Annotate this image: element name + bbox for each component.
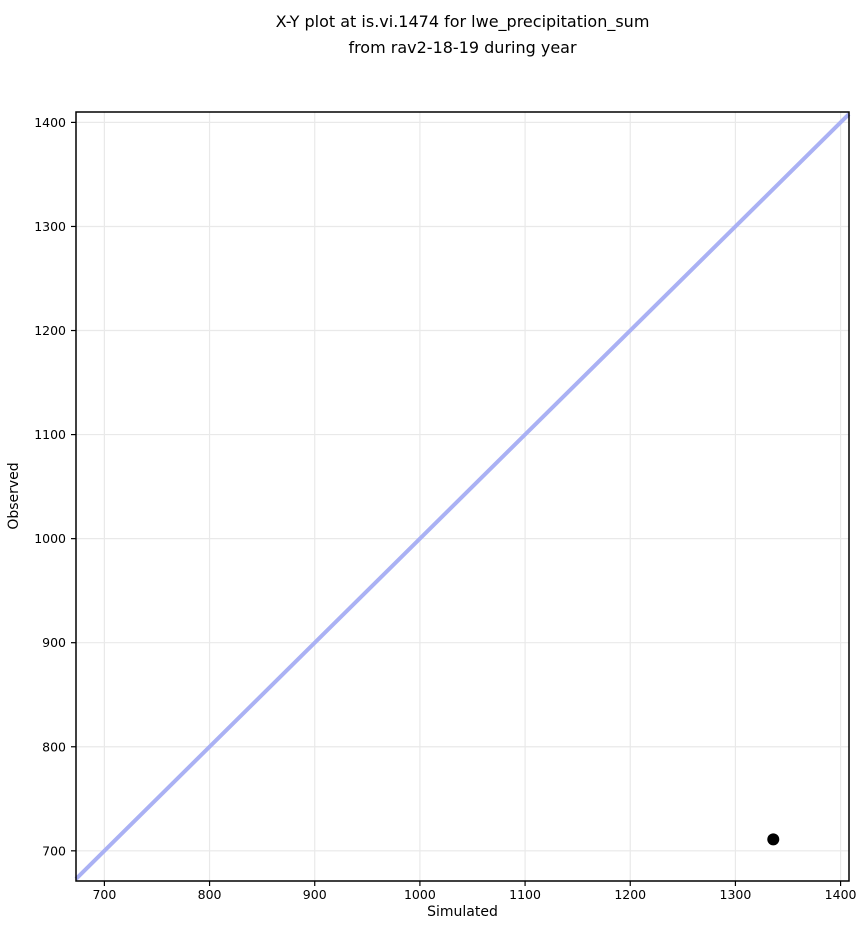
x-tick-label: 1400 — [825, 887, 857, 902]
x-tick-label: 900 — [303, 887, 327, 902]
y-tick-label: 1100 — [34, 427, 66, 442]
y-axis-label: Observed — [6, 462, 22, 530]
x-tick-label: 1000 — [404, 887, 436, 902]
y-tick-label: 1200 — [34, 323, 66, 338]
x-tick-label: 700 — [92, 887, 116, 902]
x-tick-label: 800 — [198, 887, 222, 902]
y-tick-label: 900 — [42, 635, 66, 650]
x-tick-label: 1200 — [614, 887, 646, 902]
y-tick-label: 800 — [42, 739, 66, 754]
y-tick-label: 1000 — [34, 531, 66, 546]
y-tick-label: 1400 — [34, 115, 66, 130]
data-point — [767, 833, 780, 846]
x-tick-label: 1300 — [720, 887, 752, 902]
y-tick-label: 700 — [42, 843, 66, 858]
y-tick-label: 1300 — [34, 219, 66, 234]
chart-title: X-Y plot at is.vi.1474 for lwe_precipita… — [275, 12, 650, 57]
x-axis-label: Simulated — [427, 904, 498, 920]
x-tick-label: 1100 — [509, 887, 541, 902]
identity-line — [74, 112, 851, 881]
axes-border — [75, 111, 850, 882]
